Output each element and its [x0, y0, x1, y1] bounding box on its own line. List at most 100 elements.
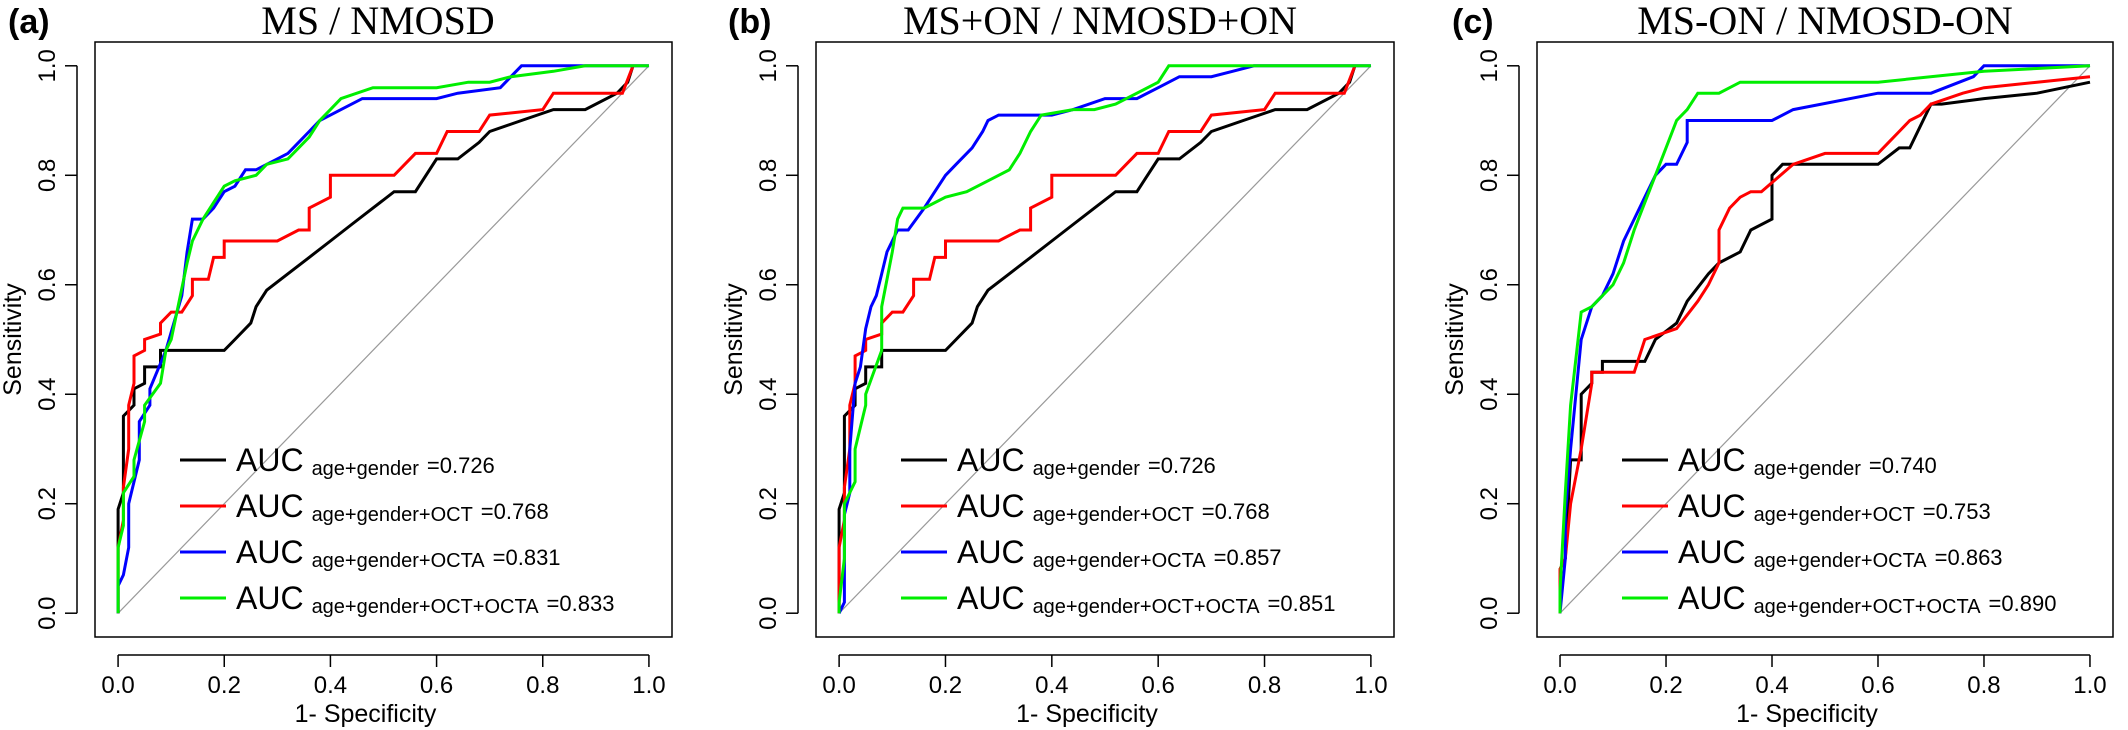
x-tick-label: 0.2 — [1649, 672, 1682, 699]
legend: AUC age+gender =0.740 AUC age+gender+OCT =0.7… — [1622, 442, 2056, 618]
legend: AUC age+gender =0.726 AUC age+gender+OCT =0.7… — [901, 442, 1335, 618]
x-axis-label: 1- Specificity — [295, 700, 437, 728]
legend-metric: AUC — [1678, 442, 1746, 478]
y-tick-label: 1.0 — [755, 49, 782, 82]
x-tick-label: 0.8 — [1248, 672, 1281, 699]
legend-metric: AUC — [236, 580, 304, 616]
x-tick-label: 0.6 — [1141, 672, 1174, 699]
legend-model: age+gender+OCT+OCTA — [1754, 596, 1982, 618]
legend-entry: AUC age+gender =0.726 — [957, 442, 1216, 480]
legend-metric: AUC — [957, 442, 1025, 478]
legend-auc-value: =0.833 — [547, 591, 615, 616]
chart-title: MS-ON / NMOSD-ON — [1637, 0, 2013, 43]
y-tick-label: 0.6 — [755, 268, 782, 301]
legend-metric: AUC — [236, 488, 304, 524]
y-tick-label: 1.0 — [1476, 49, 1503, 82]
legend-metric: AUC — [1678, 534, 1746, 570]
legend-auc-value: =0.851 — [1268, 591, 1336, 616]
legend-entry: AUC age+gender+OCT+OCTA =0.833 — [236, 580, 614, 618]
x-tick-label: 1.0 — [1354, 672, 1387, 699]
legend-entry: AUC age+gender+OCTA =0.857 — [957, 534, 1282, 572]
y-tick-label: 0.4 — [1476, 378, 1503, 411]
legend-model: age+gender+OCTA — [312, 550, 486, 572]
legend-model: age+gender+OCT — [312, 504, 473, 526]
x-tick-label: 0.8 — [1967, 672, 2000, 699]
y-tick-label: 0.8 — [755, 159, 782, 192]
x-tick-label: 1.0 — [632, 672, 665, 699]
y-tick-label: 0.2 — [755, 487, 782, 520]
y-tick-label: 0.6 — [34, 268, 61, 301]
y-tick-label: 0.0 — [34, 597, 61, 630]
legend-entry: AUC age+gender+OCT+OCTA =0.851 — [957, 580, 1335, 618]
y-tick-label: 1.0 — [34, 49, 61, 82]
plot-frame — [94, 41, 673, 638]
y-tick-label: 0.0 — [1476, 597, 1503, 630]
y-axis-label: Sensitivity — [0, 283, 27, 396]
panel-label: (a) — [8, 3, 50, 41]
y-tick-label: 0.2 — [34, 487, 61, 520]
roc-curve-3 — [116, 64, 649, 614]
legend-auc-value: =0.740 — [1869, 453, 1937, 478]
roc-curve-4 — [837, 64, 1371, 614]
plot-frame — [815, 41, 1395, 638]
legend-entry: AUC age+gender+OCT =0.753 — [1678, 488, 1991, 526]
roc-curve-1 — [1558, 80, 2091, 614]
legend-metric: AUC — [236, 534, 304, 570]
roc-curve-1 — [837, 65, 1357, 614]
x-tick-label: 0.6 — [420, 672, 453, 699]
legend-auc-value: =0.726 — [1148, 453, 1216, 478]
y-tick-label: 0.8 — [1476, 159, 1503, 192]
legend-model: age+gender+OCTA — [1033, 550, 1207, 572]
chart-title: MS / NMOSD — [261, 0, 494, 43]
chart-panel-2: (b) MS+ON / NMOSD+ON 0.0 0.2 0.4 0.6 0.8 1.0 1- … — [720, 0, 1395, 728]
x-tick-label: 1.0 — [2073, 672, 2106, 699]
legend-model: age+gender+OCT — [1033, 504, 1194, 526]
legend-metric: AUC — [236, 442, 304, 478]
y-tick-label: 0.2 — [1476, 487, 1503, 520]
y-axis-label: Sensitivity — [1441, 283, 1469, 396]
x-axis-label: 1- Specificity — [1016, 700, 1158, 728]
roc-curve-2 — [116, 65, 635, 614]
legend-entry: AUC age+gender+OCT+OCTA =0.890 — [1678, 580, 2056, 618]
y-tick-label: 0.4 — [755, 378, 782, 411]
legend-entry: AUC age+gender =0.726 — [236, 442, 495, 480]
roc-curve-2 — [1558, 75, 2091, 614]
legend: AUC age+gender =0.726 AUC age+gender+OCT =0.7… — [180, 442, 614, 618]
roc-curve-2 — [837, 65, 1357, 614]
roc-curve-1 — [116, 65, 635, 614]
panel-label: (c) — [1452, 3, 1494, 41]
x-tick-label: 0.4 — [314, 672, 347, 699]
legend-model: age+gender — [1033, 458, 1141, 480]
legend-model: age+gender+OCTA — [1754, 550, 1928, 572]
x-tick-label: 0.0 — [101, 672, 134, 699]
reference-diagonal — [117, 65, 650, 614]
roc-curve-3 — [1558, 64, 2090, 614]
legend-auc-value: =0.857 — [1214, 545, 1282, 570]
roc-curve-4 — [116, 64, 649, 614]
x-tick-label: 0.6 — [1861, 672, 1894, 699]
x-tick-label: 0.4 — [1755, 672, 1788, 699]
legend-model: age+gender — [1754, 458, 1862, 480]
panel-label: (b) — [728, 3, 771, 41]
legend-entry: AUC age+gender =0.740 — [1678, 442, 1937, 480]
legend-auc-value: =0.890 — [1989, 591, 2057, 616]
y-axis-label: Sensitivity — [720, 283, 748, 396]
legend-metric: AUC — [1678, 488, 1746, 524]
legend-entry: AUC age+gender+OCT =0.768 — [236, 488, 549, 526]
x-tick-label: 0.2 — [929, 672, 962, 699]
x-tick-label: 0.0 — [1543, 672, 1576, 699]
legend-metric: AUC — [957, 534, 1025, 570]
reference-diagonal — [1559, 65, 2091, 614]
legend-model: age+gender+OCT+OCTA — [312, 596, 540, 618]
chart-panel-1: (a) MS / NMOSD 0.0 0.2 0.4 0.6 0.8 1.0 1- Specif… — [0, 0, 673, 728]
legend-auc-value: =0.768 — [481, 499, 549, 524]
legend-model: age+gender+OCT+OCTA — [1033, 596, 1261, 618]
x-tick-label: 0.2 — [208, 672, 241, 699]
legend-auc-value: =0.831 — [493, 545, 561, 570]
reference-diagonal — [838, 65, 1372, 614]
legend-auc-value: =0.753 — [1923, 499, 1991, 524]
legend-entry: AUC age+gender+OCT =0.768 — [957, 488, 1270, 526]
x-tick-label: 0.4 — [1035, 672, 1068, 699]
y-tick-label: 0.8 — [34, 159, 61, 192]
